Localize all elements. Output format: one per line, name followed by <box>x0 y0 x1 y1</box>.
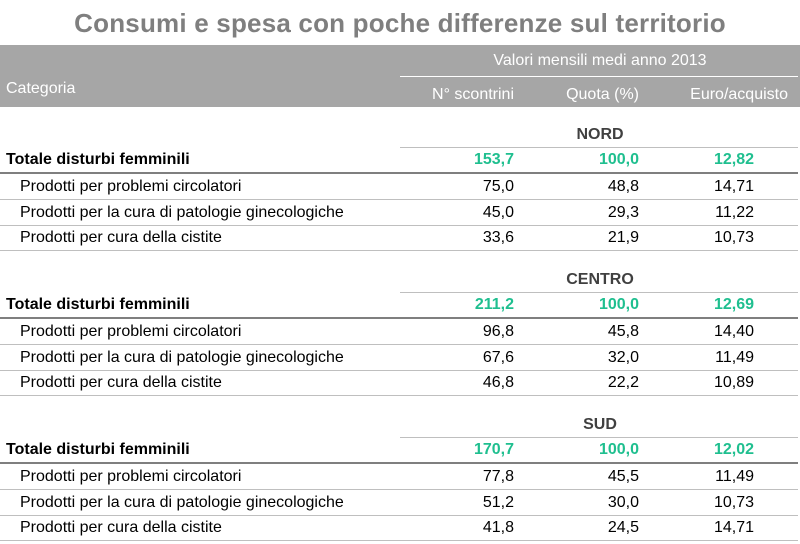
table-row-label: Prodotti per la cura di patologie gineco… <box>20 348 344 366</box>
table-row-quota: 29,3 <box>607 203 639 221</box>
table-row-quota: 45,5 <box>607 468 639 485</box>
table-subtitle: Valori mensili medi anno 2013 <box>493 52 707 69</box>
table-row-quota: 21,9 <box>607 229 639 246</box>
table-row-euro: 14,40 <box>713 323 754 340</box>
row-divider <box>0 344 798 345</box>
total-row-scontrini: 170,7 <box>473 441 514 458</box>
table-row-label: Prodotti per problemi circolatori <box>20 178 242 195</box>
total-row-euro: 12,02 <box>713 441 754 458</box>
table-header: Valori mensili medi anno 2013 Categoria … <box>0 45 800 107</box>
table-row-scontrini: 67,6 <box>482 348 514 366</box>
column-header-euro: Euro/acquisto <box>690 86 788 103</box>
table-row-label: Prodotti per cura della cistite <box>20 519 222 536</box>
table-row-label: Prodotti per la cura di patologie gineco… <box>20 493 344 511</box>
table-row-euro: 14,71 <box>713 519 754 536</box>
row-divider <box>0 514 798 516</box>
table-row-scontrini: 41,8 <box>482 519 514 536</box>
column-header-scontrini: N° scontrini <box>432 86 514 103</box>
region-divider <box>400 147 798 148</box>
row-divider <box>0 489 798 490</box>
header-divider <box>400 76 798 77</box>
table-row-euro: 10,73 <box>713 493 754 511</box>
chart-title: Consumi e spesa con poche differenze sul… <box>74 8 726 38</box>
table-row-scontrini: 33,6 <box>482 229 514 246</box>
table-row-scontrini: 45,0 <box>482 203 514 221</box>
table-row-quota: 32,0 <box>607 348 639 366</box>
total-divider <box>0 317 798 319</box>
row-divider <box>0 199 798 200</box>
table-row-euro: 11,49 <box>715 468 754 485</box>
total-row-scontrini: 211,2 <box>474 296 514 313</box>
total-row-quota: 100,0 <box>598 441 639 458</box>
table-row-scontrini: 77,8 <box>482 468 514 485</box>
table-row-quota: 22,2 <box>607 374 639 391</box>
table-row-euro: 11,49 <box>715 348 754 366</box>
table-row-scontrini: 75,0 <box>482 178 514 195</box>
total-divider <box>0 172 798 174</box>
row-divider <box>0 224 798 226</box>
table-row-label: Prodotti per problemi circolatori <box>20 323 242 340</box>
region-label-centro: CENTRO <box>566 271 634 288</box>
table-row-quota: 24,5 <box>607 519 639 536</box>
table-row-quota: 30,0 <box>607 493 639 511</box>
table-row-euro: 10,89 <box>713 374 754 391</box>
total-row-euro: 12,69 <box>713 296 754 313</box>
total-row-scontrini: 153,7 <box>473 151 514 168</box>
table-row-scontrini: 46,8 <box>482 374 514 391</box>
table-row-quota: 48,8 <box>607 178 639 195</box>
table-row-quota: 45,8 <box>607 323 639 340</box>
total-divider <box>0 462 798 464</box>
total-row-label: Totale disturbi femminili <box>6 151 190 168</box>
table-row-label: Prodotti per cura della cistite <box>20 229 222 246</box>
row-divider <box>0 540 798 541</box>
table-row-label: Prodotti per la cura di patologie gineco… <box>20 203 344 221</box>
total-row-label: Totale disturbi femminili <box>6 441 190 458</box>
table-row-euro: 10,73 <box>713 229 754 246</box>
total-row-label: Totale disturbi femminili <box>6 296 190 313</box>
region-divider <box>400 292 798 293</box>
row-divider <box>0 250 798 251</box>
table-row-scontrini: 96,8 <box>482 323 514 340</box>
table-row-euro: 14,71 <box>713 178 754 195</box>
table-row-scontrini: 51,2 <box>482 493 514 511</box>
region-label-sud: SUD <box>583 416 617 433</box>
column-header-category: Categoria <box>6 80 76 97</box>
total-row-euro: 12,82 <box>713 151 754 168</box>
table-row-label: Prodotti per problemi circolatori <box>20 468 242 485</box>
row-divider <box>0 369 798 371</box>
total-row-quota: 100,0 <box>598 151 639 168</box>
table-row-euro: 11,22 <box>715 203 754 221</box>
region-label-nord: NORD <box>576 126 624 143</box>
total-row-quota: 100,0 <box>598 296 639 313</box>
row-divider <box>0 395 798 396</box>
column-header-quota: Quota (%) <box>566 86 639 103</box>
region-divider <box>400 437 798 438</box>
table-row-label: Prodotti per cura della cistite <box>20 374 222 391</box>
